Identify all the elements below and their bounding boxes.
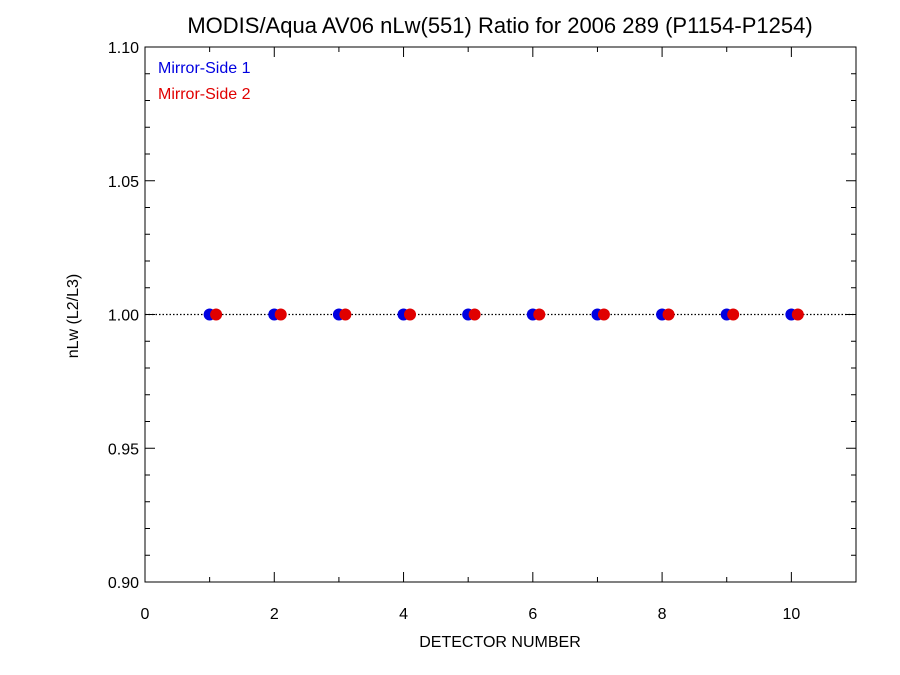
series-2-point — [339, 308, 352, 321]
series-2-point — [274, 308, 287, 321]
series-2-point — [727, 308, 740, 321]
y-axis-label: nLw (L2/L3) — [65, 274, 82, 359]
series-points — [203, 308, 804, 321]
y-tick-label: 1.10 — [108, 40, 139, 57]
x-tick-label: 4 — [399, 606, 408, 623]
legend-entry-series-2: Mirror-Side 2 — [158, 86, 251, 103]
x-tick-label: 8 — [658, 606, 667, 623]
series-2-point — [662, 308, 675, 321]
series-2-point — [468, 308, 481, 321]
minor-ticks — [145, 47, 857, 582]
series-2-point — [404, 308, 417, 321]
x-tick-labels: 0 2 4 6 8 10 — [141, 606, 801, 623]
major-ticks — [144, 46, 856, 583]
x-tick-label: 6 — [528, 606, 537, 623]
plot-frame — [144, 46, 857, 583]
legend: Mirror-Side 1 Mirror-Side 2 — [158, 60, 251, 103]
chart-title: MODIS/Aqua AV06 nLw(551) Ratio for 2006 … — [187, 13, 812, 38]
x-tick-label: 2 — [270, 606, 279, 623]
series-2-point — [210, 308, 223, 321]
x-axis-label: DETECTOR NUMBER — [419, 634, 581, 651]
series-2-point — [791, 308, 804, 321]
y-tick-label: 0.95 — [108, 441, 139, 458]
y-tick-label: 1.05 — [108, 174, 139, 191]
y-tick-label: 1.00 — [108, 308, 139, 325]
y-tick-label: 0.90 — [108, 575, 139, 592]
legend-entry-series-1: Mirror-Side 1 — [158, 60, 251, 77]
x-tick-label: 0 — [141, 606, 150, 623]
series-2-point — [597, 308, 610, 321]
y-tick-labels: 0.90 0.95 1.00 1.05 1.10 — [108, 40, 139, 592]
series-2-point — [533, 308, 546, 321]
x-tick-label: 10 — [782, 606, 800, 623]
